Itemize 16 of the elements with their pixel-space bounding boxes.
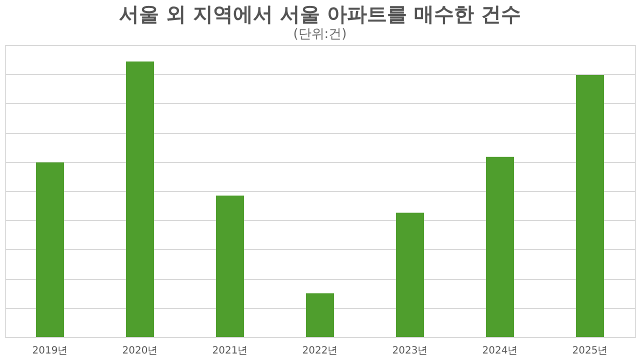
x-tick-label: 2019년	[32, 346, 68, 356]
x-tick-label: 2020년	[122, 346, 158, 356]
bar	[576, 75, 604, 337]
bar	[396, 212, 424, 337]
bar	[306, 293, 334, 337]
x-tick-label: 2024년	[482, 346, 518, 356]
x-tick-label: 2022년	[302, 346, 338, 356]
bar	[126, 62, 154, 337]
bar	[486, 156, 514, 337]
x-tick-label: 2025년	[572, 346, 608, 356]
x-tick-label: 2023년	[392, 346, 428, 356]
bar	[216, 196, 244, 337]
chart-subtitle: (단위:건)	[293, 27, 347, 42]
bar	[36, 162, 64, 337]
chart-title: 서울 외 지역에서 서울 아파트를 매수한 건수	[119, 2, 521, 26]
x-tick-label: 2021년	[212, 346, 248, 356]
